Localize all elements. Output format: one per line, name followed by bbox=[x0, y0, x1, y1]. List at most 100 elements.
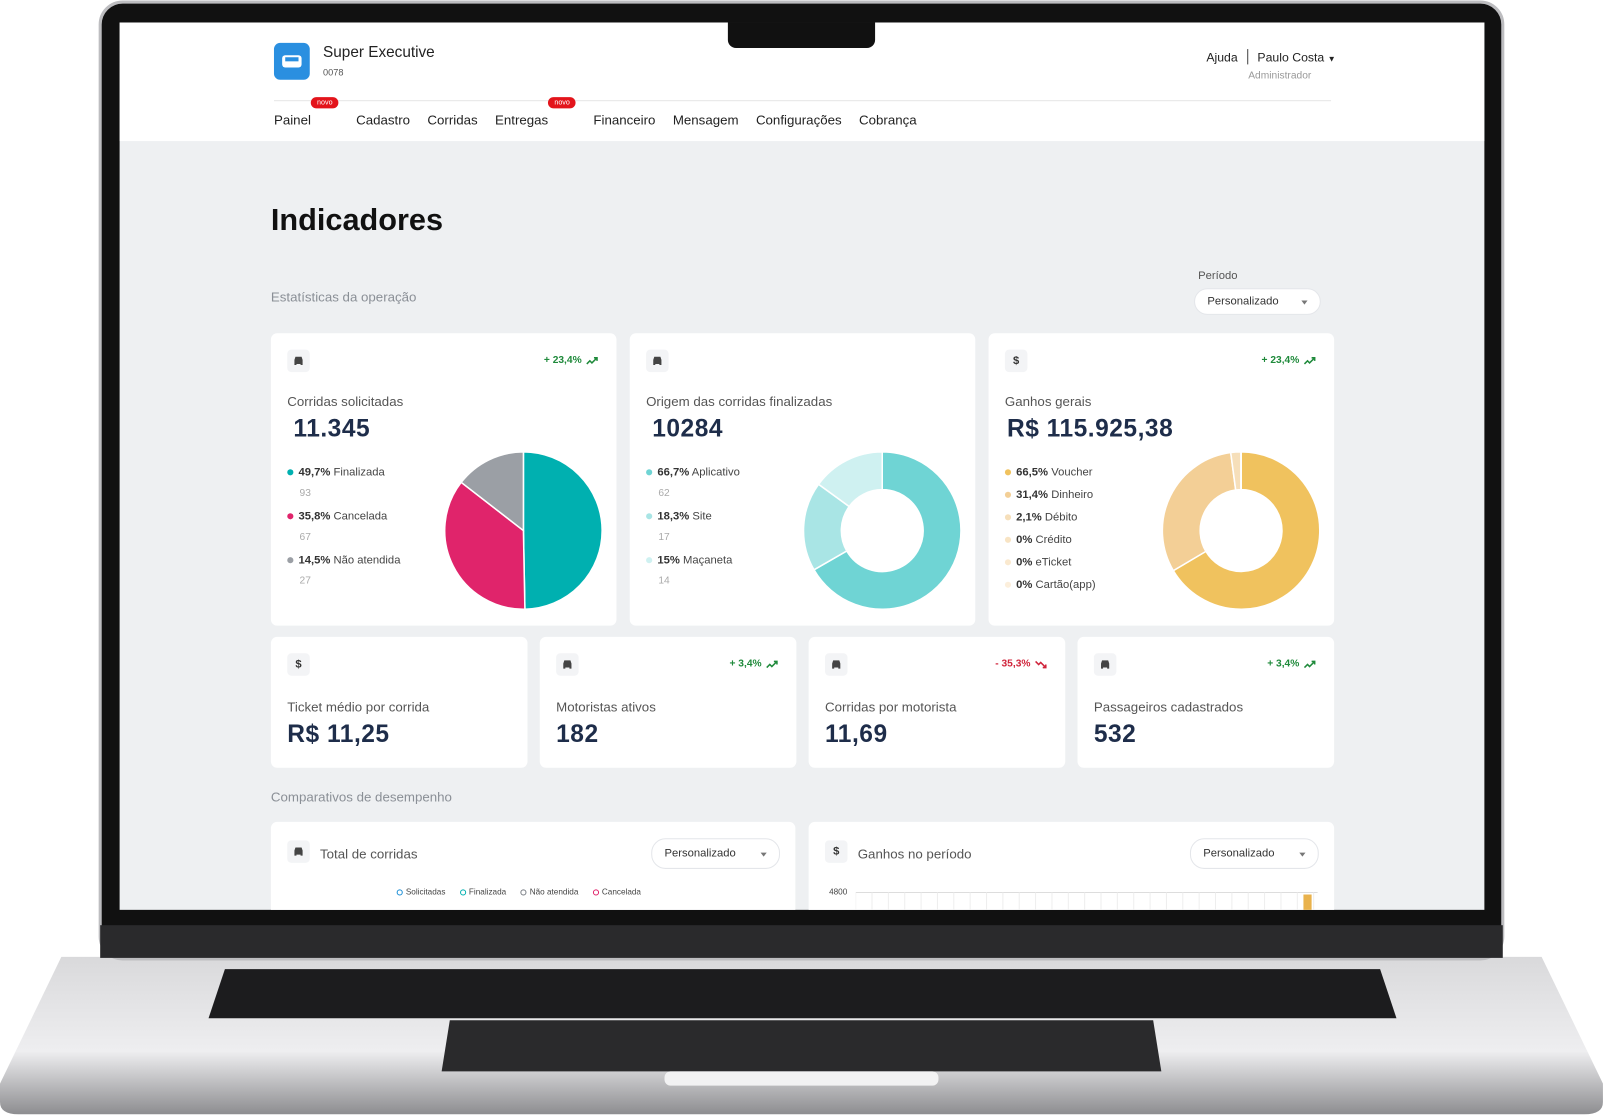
legend-item: 14,5% Não atendida bbox=[287, 554, 400, 566]
legend-name: Cartão(app) bbox=[1035, 578, 1096, 591]
nav-item[interactable]: Mensagem bbox=[673, 112, 739, 127]
legend-item: 0% eTicket bbox=[1004, 556, 1071, 569]
select[interactable]: Personalizado bbox=[651, 838, 781, 869]
trend-label: + 23,4% bbox=[1261, 354, 1300, 366]
legend-percent: 15% bbox=[657, 554, 680, 567]
chart-card: Total de corridas Personalizado Solicita… bbox=[270, 821, 796, 910]
nav-item[interactable]: Cadastro bbox=[356, 112, 410, 127]
trend: + 3,4% bbox=[729, 658, 778, 670]
trend: - 35,3% bbox=[995, 658, 1047, 670]
notch-lip bbox=[664, 1071, 939, 1086]
icon-shape bbox=[653, 356, 662, 365]
legend-count: 17 bbox=[658, 531, 670, 543]
y-tick-label: 4800 bbox=[829, 887, 848, 897]
nav-item[interactable]: Configurações bbox=[756, 112, 842, 127]
legend-item: Solicitadas bbox=[396, 887, 446, 897]
icon bbox=[824, 653, 848, 676]
pie-slice bbox=[1161, 451, 1237, 572]
icon: $ bbox=[287, 653, 310, 676]
legend-percent: 0% bbox=[1016, 556, 1033, 569]
section-title: Comparativos de desempenho bbox=[270, 789, 452, 805]
legend-dot bbox=[592, 889, 599, 896]
icon-symbol: $ bbox=[295, 658, 302, 671]
legend-percent: 2,1% bbox=[1016, 511, 1042, 524]
legend-name: Não atendida bbox=[529, 887, 579, 897]
legend-name: Solicitadas bbox=[405, 887, 446, 897]
card-value: 182 bbox=[556, 720, 599, 749]
keyboard bbox=[208, 969, 1397, 1019]
nav-item[interactable]: Painel novo bbox=[273, 97, 339, 128]
card-title: Origem das corridas finalizadas bbox=[646, 393, 833, 409]
card-title: Corridas por motorista bbox=[824, 699, 957, 715]
select[interactable]: Personalizado bbox=[1189, 838, 1319, 869]
legend: Solicitadas Finalizada Não atendida Cancela… bbox=[396, 887, 641, 897]
trend-arrow bbox=[1303, 356, 1316, 364]
car-icon bbox=[832, 660, 841, 669]
help-link[interactable]: Ajuda bbox=[1206, 50, 1238, 65]
nav-item[interactable]: Cobrança bbox=[859, 112, 917, 127]
grid bbox=[855, 891, 1318, 910]
legend-percent: 35,8% bbox=[298, 510, 331, 523]
stat-card: + 23,4% Corridas solicitadas 11.345 49,7% F… bbox=[270, 333, 617, 626]
legend-dot bbox=[1004, 469, 1012, 476]
legend-dot bbox=[1004, 514, 1012, 521]
icon bbox=[646, 349, 669, 373]
trend-label: + 23,4% bbox=[543, 354, 582, 366]
period-select[interactable]: Personalizado bbox=[1194, 288, 1321, 315]
pie-slice bbox=[460, 451, 525, 533]
nav-item[interactable]: Financeiro bbox=[593, 112, 655, 127]
legend-name: Aplicativo bbox=[691, 466, 740, 479]
stat-card: $ + 23,4% Ganhos gerais R$ 115.925,38 66,5% … bbox=[988, 333, 1335, 626]
trend-arrow bbox=[586, 356, 598, 364]
legend-percent: 49,7% bbox=[298, 466, 331, 479]
nav-label: Configurações bbox=[755, 112, 842, 128]
card-value: R$ 115.925,38 bbox=[1006, 415, 1174, 443]
legend-name: Cancelada bbox=[601, 887, 641, 897]
car-icon bbox=[294, 356, 303, 365]
nav-label: Financeiro bbox=[593, 112, 656, 128]
arrow-shape bbox=[1303, 356, 1316, 364]
legend-percent: 0% bbox=[1016, 578, 1033, 591]
legend-dot bbox=[1004, 581, 1012, 588]
legend-item: 66,7% Aplicativo bbox=[646, 466, 740, 478]
trend-label: - 35,3% bbox=[995, 658, 1031, 670]
nav-label: Cadastro bbox=[356, 112, 411, 128]
icon-shape bbox=[294, 356, 303, 365]
card-value: R$ 11,25 bbox=[287, 720, 390, 749]
card-title: Ganhos gerais bbox=[1004, 393, 1092, 409]
legend-dot bbox=[459, 889, 466, 896]
card-value: 11.345 bbox=[293, 415, 371, 443]
legend-count: 14 bbox=[658, 575, 670, 587]
nav-item[interactable]: Entregas novo bbox=[495, 97, 577, 128]
user-menu[interactable]: Paulo Costa ▼ bbox=[1257, 50, 1336, 65]
legend-name: Finalizada bbox=[468, 887, 507, 897]
period-label: Período bbox=[1198, 269, 1238, 283]
legend-item: 0% Cartão(app) bbox=[1004, 578, 1096, 591]
legend-name: Finalizada bbox=[333, 466, 385, 479]
screen: Super Executive 0078 Ajuda Paulo Costa ▼… bbox=[119, 22, 1485, 910]
nav-label: Painel bbox=[273, 112, 311, 128]
icon-symbol: $ bbox=[1013, 354, 1020, 368]
legend-item: 66,5% Voucher bbox=[1004, 466, 1092, 478]
legend-name: Crédito bbox=[1035, 533, 1072, 546]
legend-item: 31,4% Dinheiro bbox=[1004, 489, 1093, 501]
legend-dot bbox=[287, 557, 294, 564]
arrow-shape bbox=[586, 356, 598, 364]
nav-item[interactable]: Corridas bbox=[427, 112, 477, 127]
trend-arrow bbox=[766, 660, 778, 668]
card-value: 10284 bbox=[652, 415, 724, 443]
legend-name: Débito bbox=[1044, 511, 1078, 524]
legend-name: Não atendida bbox=[333, 554, 401, 567]
stat-card: + 3,4% Motoristas ativos 182 bbox=[539, 636, 797, 768]
card-title: Passageiros cadastrados bbox=[1093, 699, 1244, 715]
card-title: Corridas solicitadas bbox=[287, 393, 404, 409]
icon-shape bbox=[563, 660, 572, 669]
company: Super Executive bbox=[323, 43, 435, 62]
car-icon bbox=[1101, 660, 1110, 669]
select-value: Personalizado bbox=[664, 847, 736, 860]
trend: + 23,4% bbox=[1262, 355, 1316, 366]
pie-slice bbox=[443, 481, 526, 611]
card-title: Ganhos no período bbox=[857, 846, 972, 862]
legend-dot bbox=[1004, 491, 1012, 498]
car-icon bbox=[563, 660, 572, 669]
